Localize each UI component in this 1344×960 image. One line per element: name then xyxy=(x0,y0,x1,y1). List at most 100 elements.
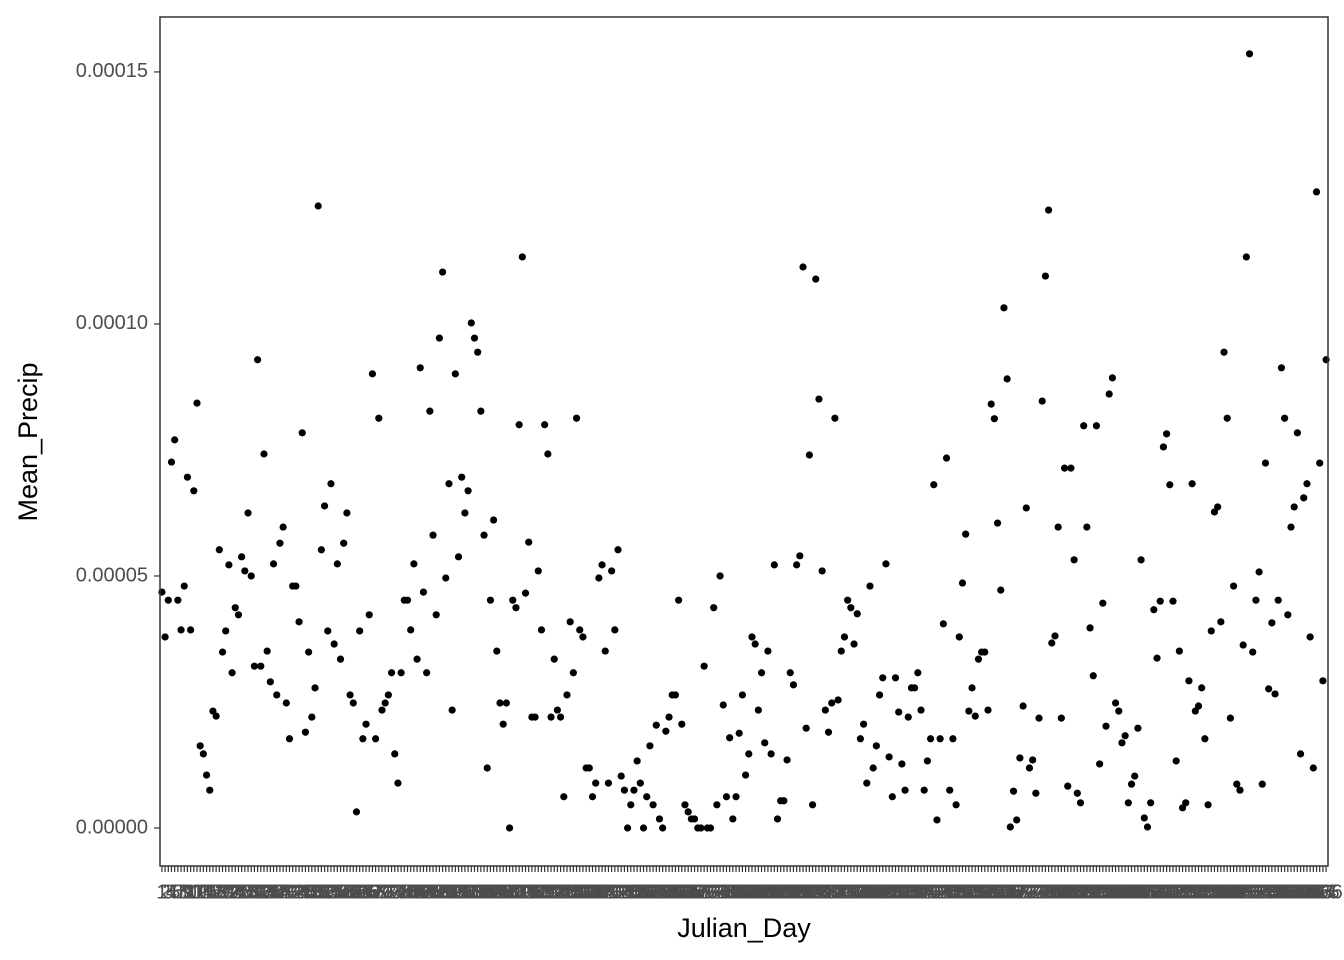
x-tick-label: 96 xyxy=(454,881,476,903)
point xyxy=(1265,685,1273,693)
point xyxy=(732,793,740,801)
point xyxy=(968,684,976,692)
x-tick-label: 200 xyxy=(780,881,813,903)
point xyxy=(276,539,284,547)
point xyxy=(856,735,865,743)
point xyxy=(620,786,628,794)
x-tick-label: 239 xyxy=(904,881,937,903)
x-tick-label: 197 xyxy=(770,881,803,903)
x-tick-label: 237 xyxy=(898,881,931,903)
x-tick-label: 196 xyxy=(767,881,800,903)
point xyxy=(1185,677,1193,685)
x-tick-label: 267 xyxy=(994,881,1027,903)
x-tick-label: 284 xyxy=(1048,881,1081,903)
x-tick-label: 305 xyxy=(1115,881,1148,903)
x-tick-label: 252 xyxy=(946,881,979,903)
point xyxy=(1277,364,1286,372)
point xyxy=(228,669,236,677)
point xyxy=(1003,375,1011,383)
x-tick-label: 128 xyxy=(550,881,583,903)
point xyxy=(1306,633,1314,641)
x-tick-label: 147 xyxy=(611,881,644,903)
x-tick-label: 158 xyxy=(646,881,679,903)
point xyxy=(410,560,418,568)
point xyxy=(1214,503,1222,511)
x-tick-label: 359 xyxy=(1287,881,1320,903)
point xyxy=(244,509,252,517)
x-tick-label: 69 xyxy=(368,881,390,903)
point xyxy=(1016,754,1024,762)
x-tick-label: 366 xyxy=(1309,881,1342,903)
point xyxy=(722,793,731,801)
point xyxy=(330,640,338,648)
point xyxy=(171,436,179,444)
point xyxy=(314,202,322,210)
point xyxy=(655,815,664,823)
point xyxy=(939,620,947,628)
point xyxy=(579,633,587,641)
point xyxy=(914,669,922,677)
x-tick-label: 91 xyxy=(438,881,460,903)
x-tick-label: 260 xyxy=(971,881,1004,903)
point xyxy=(898,760,906,768)
x-tick-label: 232 xyxy=(882,881,915,903)
point xyxy=(866,582,874,590)
x-tick-label: 273 xyxy=(1013,881,1046,903)
point xyxy=(1293,429,1301,437)
point xyxy=(617,772,625,780)
x-tick-label: 54 xyxy=(320,881,342,903)
point xyxy=(675,596,683,604)
point xyxy=(1252,596,1260,604)
x-tick-label: 248 xyxy=(933,881,966,903)
point xyxy=(298,429,306,437)
point xyxy=(458,473,466,481)
point xyxy=(572,414,581,422)
x-tick-label: 177 xyxy=(707,881,740,903)
x-tick-label: 86 xyxy=(422,881,444,903)
x-tick-label: 30 xyxy=(243,881,265,903)
point xyxy=(368,370,377,378)
x-tick-label: 179 xyxy=(713,881,746,903)
y-tick-label: 0.00000 xyxy=(76,816,148,838)
x-tick-label: 45 xyxy=(291,881,313,903)
y-tick-label: 0.00010 xyxy=(76,312,148,334)
x-tick-label: 218 xyxy=(837,881,870,903)
x-tick-label: 326 xyxy=(1182,881,1215,903)
point xyxy=(895,708,903,716)
x-tick-label: 293 xyxy=(1077,881,1110,903)
x-tick-label: 337 xyxy=(1217,881,1250,903)
point xyxy=(1201,735,1209,743)
x-tick-label: 281 xyxy=(1038,881,1071,903)
point xyxy=(1115,707,1123,715)
x-tick-label: 38 xyxy=(269,881,291,903)
x-tick-label: 318 xyxy=(1156,881,1189,903)
point xyxy=(958,579,967,587)
x-tick-label: 251 xyxy=(943,881,976,903)
x-tick-label: 164 xyxy=(665,881,698,903)
x-tick-label: 231 xyxy=(879,881,912,903)
x-tick-label: 210 xyxy=(812,881,845,903)
x-tick-label: 189 xyxy=(745,881,778,903)
x-tick-label: 68 xyxy=(364,881,386,903)
point xyxy=(773,815,782,823)
x-tick-label: 313 xyxy=(1140,881,1173,903)
point xyxy=(365,611,373,619)
point xyxy=(550,655,558,663)
x-tick-label: 28 xyxy=(237,881,259,903)
x-tick-label: 55 xyxy=(323,881,345,903)
point xyxy=(990,415,998,423)
x-tick-label: 152 xyxy=(627,881,660,903)
point xyxy=(544,450,552,458)
x-tick-label: 363 xyxy=(1300,881,1333,903)
point xyxy=(560,793,568,801)
point xyxy=(623,824,632,832)
point xyxy=(269,560,278,568)
x-tick-label: 136 xyxy=(576,881,609,903)
point xyxy=(499,720,507,728)
x-tick-label: 169 xyxy=(681,881,714,903)
point xyxy=(397,669,405,677)
point xyxy=(1239,641,1247,649)
point xyxy=(263,647,271,655)
x-tick-label: 127 xyxy=(547,881,580,903)
